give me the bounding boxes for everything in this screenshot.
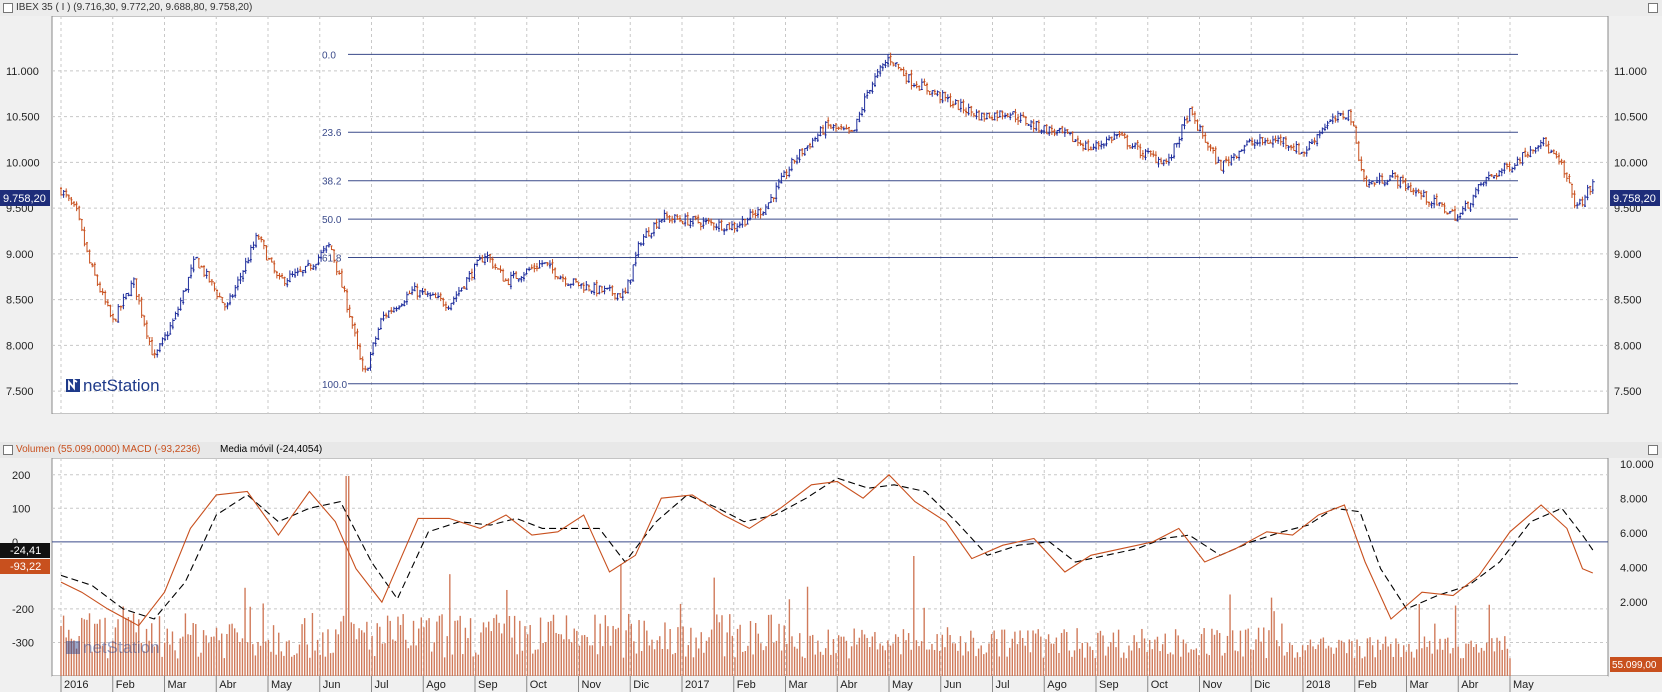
price-panel-titlebar: IBEX 35 ( I ) (9.716,30, 9.772,20, 9.688… [0, 0, 1662, 17]
volume-value-label: 55.099,00 [1610, 657, 1662, 672]
ma-value-label: -24,41 [0, 543, 50, 558]
fib-label: 0.0 [322, 50, 336, 61]
x-axis-label: May [1513, 679, 1534, 691]
netstation-logo-faded: netStation [66, 638, 160, 657]
price-y-tick-right: 10.000 [1614, 157, 1648, 169]
fib-label: 61.8 [322, 254, 342, 265]
price-y-tick-right: 9.000 [1614, 249, 1642, 261]
price-y-tick-right: 9.500 [1614, 203, 1642, 215]
x-axis-label: Mar [168, 679, 187, 691]
volume-y-tick-right: 2.000 [1620, 597, 1648, 609]
price-y-tick-left: 8.500 [6, 295, 34, 307]
x-axis-label: Abr [1461, 679, 1478, 691]
x-axis-label: Jun [323, 679, 341, 691]
price-y-tick-left: 10.000 [6, 157, 40, 169]
price-y-tick-left: 11.000 [6, 66, 39, 78]
x-axis-label: Mar [789, 679, 808, 691]
x-axis-label: Dic [633, 679, 649, 691]
volume-y-tick-right: 10.000 [1620, 459, 1654, 471]
price-chart[interactable]: 0.0 23.6 38.2 50.0 61.8 100.0 11.000 11.000 10.… [0, 16, 1662, 414]
price-y-tick-left: 8.000 [6, 340, 34, 352]
x-axis-label: May [271, 679, 292, 691]
x-axis-label: Jul [996, 679, 1010, 691]
netstation-logo-icon [66, 378, 80, 392]
ma-value-text: -24,41 [10, 545, 41, 557]
x-axis-label: Mar [1410, 679, 1429, 691]
price-y-tick-right: 7.500 [1614, 386, 1642, 398]
netstation-logo: netStation [66, 376, 160, 395]
price-y-tick-right: 11.000 [1614, 66, 1647, 78]
indicator-chart[interactable]: 200 100 0 -200 -300 10.000 8.000 6.000 4.000 2.00… [0, 458, 1662, 692]
x-axis-band [52, 676, 1608, 692]
price-panel-title: IBEX 35 ( I ) (9.716,30, 9.772,20, 9.688… [16, 2, 253, 13]
x-axis-label: Sep [1099, 679, 1119, 691]
price-y-tick-right: 8.500 [1614, 295, 1642, 307]
macd-y-tick-left: 0 [12, 537, 18, 549]
x-axis-label: Feb [1358, 679, 1377, 691]
last-value-text-left: 9.758,20 [3, 193, 46, 205]
price-y-tick-left: 9.500 [6, 203, 34, 215]
fib-label: 38.2 [322, 177, 342, 188]
x-axis-label: Jun [944, 679, 962, 691]
x-axis-label: Nov [582, 679, 602, 691]
x-axis-label: Jul [375, 679, 389, 691]
panel-close-box[interactable] [1648, 445, 1658, 455]
x-axis-label: May [892, 679, 913, 691]
last-value-label-right: 9.758,20 [1610, 190, 1660, 206]
legend-macd[interactable]: MACD (-93,2236) [122, 444, 201, 455]
macd-y-tick-left: 100 [12, 503, 30, 515]
netstation-logo-text: netStation [83, 638, 160, 657]
netstation-logo-icon [66, 641, 80, 654]
volume-y-tick-right: 6.000 [1620, 528, 1648, 540]
x-axis-label: Oct [1151, 679, 1168, 691]
macd-value-text: -93,22 [10, 561, 41, 573]
x-axis-label: Feb [737, 679, 756, 691]
panel-close-box[interactable] [1648, 3, 1658, 13]
price-y-tick-left: 7.500 [6, 386, 34, 398]
volume-y-tick-right: 8.000 [1620, 494, 1648, 506]
macd-y-tick-left: -300 [12, 637, 34, 649]
macd-y-tick-left: -200 [12, 604, 34, 616]
price-y-tick-left: 9.000 [6, 249, 34, 261]
price-y-tick-left: 10.500 [6, 112, 40, 124]
x-axis-label: 2016 [64, 679, 88, 691]
x-axis-label: Dic [1254, 679, 1270, 691]
x-axis-label: 2018 [1306, 679, 1330, 691]
legend-moving-average[interactable]: Media móvil (-24,4054) [220, 444, 323, 455]
price-y-tick-right: 8.000 [1614, 340, 1642, 352]
signal-line [60, 477, 1594, 620]
x-axis-label: Oct [530, 679, 547, 691]
price-y-tick-right: 10.500 [1614, 112, 1648, 124]
x-axis-label: Abr [219, 679, 236, 691]
volume-value-text: 55.099,00 [1612, 660, 1657, 671]
x-axis-label: 2017 [685, 679, 709, 691]
legend-volume[interactable]: Volumen (55.099,0000) [16, 444, 120, 455]
last-value-text-right: 9.758,20 [1613, 193, 1656, 205]
fib-label: 50.0 [322, 215, 342, 226]
fib-label: 23.6 [322, 128, 342, 139]
volume-y-tick-right: 4.000 [1620, 563, 1648, 575]
last-value-label-left: 9.758,20 [0, 190, 50, 206]
indicator-panel-titlebar: Volumen (55.099,0000) MACD (-93,2236) Me… [0, 442, 1662, 459]
panel-window-icon[interactable] [3, 3, 13, 13]
netstation-logo-text: netStation [83, 376, 160, 395]
x-axis-label: Nov [1203, 679, 1223, 691]
macd-value-label: -93,22 [0, 559, 50, 574]
fib-label: 100.0 [322, 380, 347, 391]
x-axis-label: Ago [426, 679, 446, 691]
macd-y-tick-left: 200 [12, 470, 30, 482]
panel-window-icon[interactable] [3, 445, 13, 455]
x-axis-label: Feb [116, 679, 135, 691]
macd-line [60, 474, 1594, 627]
x-axis-label: Ago [1047, 679, 1067, 691]
x-axis-label: Abr [840, 679, 857, 691]
x-axis-label: Sep [478, 679, 498, 691]
